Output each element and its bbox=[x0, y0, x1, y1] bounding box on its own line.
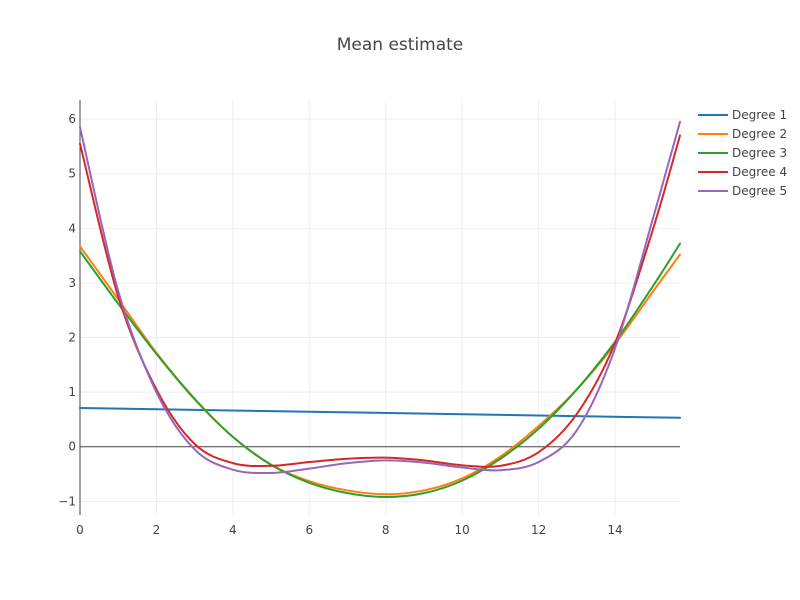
legend-item-degree-2[interactable]: Degree 2 bbox=[698, 127, 787, 141]
x-tick-label: 10 bbox=[455, 523, 470, 537]
x-tick-label: 14 bbox=[607, 523, 622, 537]
x-tick-label: 4 bbox=[229, 523, 237, 537]
x-tick-label: 8 bbox=[382, 523, 390, 537]
legend-item-degree-5[interactable]: Degree 5 bbox=[698, 184, 787, 198]
legend-item-degree-4[interactable]: Degree 4 bbox=[698, 165, 787, 179]
x-tick-label: 6 bbox=[305, 523, 313, 537]
series-line-degree-1 bbox=[79, 406, 681, 419]
legend[interactable]: Degree 1 Degree 2 Degree 3 Degree 4 Degree 5 bbox=[698, 108, 787, 198]
grid bbox=[80, 100, 680, 515]
x-tick-label: 2 bbox=[153, 523, 161, 537]
legend-label: Degree 2 bbox=[732, 127, 787, 141]
x-tick-label: 0 bbox=[76, 523, 84, 537]
y-tick-label: −1 bbox=[58, 494, 76, 508]
y-tick-label: 3 bbox=[68, 276, 76, 290]
y-tick-label: 1 bbox=[68, 385, 76, 399]
x-tick-label: 12 bbox=[531, 523, 546, 537]
y-tick-label: 0 bbox=[68, 440, 76, 454]
legend-label: Degree 3 bbox=[732, 146, 787, 160]
series-line-degree-5 bbox=[79, 120, 681, 475]
y-tick-label: 6 bbox=[68, 112, 76, 126]
y-tick-label: 5 bbox=[68, 167, 76, 181]
legend-item-degree-3[interactable]: Degree 3 bbox=[698, 146, 787, 160]
legend-label: Degree 4 bbox=[732, 165, 787, 179]
series-line-degree-4 bbox=[79, 134, 681, 468]
series-group bbox=[79, 120, 681, 498]
y-tick-label: 4 bbox=[68, 221, 76, 235]
series-line-degree-3 bbox=[79, 242, 681, 498]
legend-label: Degree 1 bbox=[732, 108, 787, 122]
y-tick-label: 2 bbox=[68, 331, 76, 345]
chart-title: Mean estimate bbox=[337, 35, 464, 55]
legend-item-degree-1[interactable]: Degree 1 bbox=[698, 108, 787, 122]
legend-label: Degree 5 bbox=[732, 184, 787, 198]
